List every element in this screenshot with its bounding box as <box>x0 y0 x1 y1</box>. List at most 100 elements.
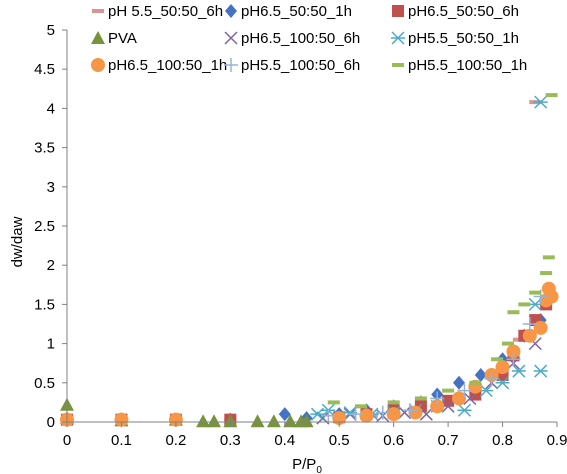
legend-label: pH5.5_50:50_1h <box>408 30 519 47</box>
x-tick-label: 0.7 <box>438 432 459 449</box>
y-tick-label: 1.5 <box>34 296 55 313</box>
legend-label: pH6.5_100:50_6h <box>241 30 360 47</box>
x-tick-label: 0.5 <box>329 432 350 449</box>
data-point <box>430 391 445 406</box>
x-tick-label: 0.8 <box>492 432 513 449</box>
data-point <box>522 317 537 331</box>
legend-marker <box>224 58 238 72</box>
legend-label: pH6.5_50:50_1h <box>241 3 352 20</box>
axes <box>66 30 557 423</box>
data-point <box>207 414 221 428</box>
data-point <box>511 364 526 378</box>
data-point <box>442 388 455 393</box>
legend-marker <box>91 31 105 44</box>
data-point <box>430 399 445 414</box>
data-point <box>474 367 487 382</box>
legend-marker <box>225 4 237 18</box>
data-point <box>452 391 466 406</box>
legend-item: PVA <box>91 30 137 47</box>
data-point <box>507 310 520 315</box>
series-7 <box>60 281 559 427</box>
legend-marker <box>91 58 105 72</box>
data-point <box>506 344 521 359</box>
y-tick-label: 3.5 <box>34 140 55 157</box>
data-point <box>375 405 390 420</box>
x-tick-label: 0.4 <box>274 432 295 449</box>
legend-item: pH5.5_100:50_1h <box>392 57 527 74</box>
legend-marker <box>391 31 405 45</box>
data-point <box>457 403 472 417</box>
legend-label: pH 5.5_50:50_6h <box>108 3 223 20</box>
data-point <box>403 403 417 418</box>
legend-marker <box>392 5 404 17</box>
legend-label: pH6.5_50:50_6h <box>408 3 519 20</box>
data-point <box>491 357 504 362</box>
legend-item: pH6.5_50:50_6h <box>392 3 519 20</box>
x-tick-label: 0.1 <box>111 432 132 449</box>
data-point <box>495 360 510 375</box>
data-point <box>453 375 465 390</box>
data-point <box>168 412 183 427</box>
legend-item: pH 5.5_50:50_6h <box>92 3 223 20</box>
x-axis-title-main: P/P <box>292 456 316 473</box>
x-tick-label: 0.9 <box>547 432 567 449</box>
data-point <box>457 383 472 398</box>
y-axis-ticks: 0 0.5 1 1.5 2 2.5 3 3.5 4 4.5 5 <box>34 22 67 431</box>
data-point <box>299 414 314 428</box>
series-3 <box>61 298 553 426</box>
data-point <box>469 380 482 385</box>
data-point <box>408 405 423 420</box>
legend-marker <box>392 63 404 67</box>
x-tick-label: 0 <box>63 432 71 449</box>
data-point <box>544 289 559 304</box>
x-axis-title: P/P0 <box>292 456 322 474</box>
data-point <box>114 412 129 427</box>
legend-item: pH6.5_100:50_1h <box>91 57 227 74</box>
legend-item: pH6.5_50:50_1h <box>225 3 352 20</box>
data-point <box>506 352 521 367</box>
data-point <box>533 95 548 109</box>
legend: pH 5.5_50:50_6h pH6.5_50:50_1h pH6.5_50:50… <box>91 3 527 74</box>
data-point <box>540 271 553 276</box>
legend-label: pH6.5_100:50_1h <box>108 57 227 74</box>
y-tick-label: 2 <box>47 257 55 274</box>
legend-item: pH5.5_100:50_6h <box>224 57 360 74</box>
y-tick-label: 0.5 <box>34 375 55 392</box>
data-point <box>387 400 400 405</box>
data-point <box>542 255 555 260</box>
series-8 <box>321 289 548 423</box>
x-axis-ticks: 0 0.1 0.2 0.3 0.4 0.5 0.6 0.7 0.8 0.9 <box>63 422 567 449</box>
data-point <box>441 399 455 413</box>
y-tick-label: 1 <box>47 336 55 353</box>
data-point <box>359 408 374 423</box>
y-tick-label: 4 <box>47 100 55 117</box>
data-point <box>398 406 412 420</box>
y-tick-label: 4.5 <box>34 61 55 78</box>
data-point <box>321 408 336 423</box>
y-tick-label: 3 <box>47 179 55 196</box>
data-point <box>545 93 558 98</box>
data-point <box>529 290 542 295</box>
series-4 <box>60 397 314 428</box>
series-9 <box>327 93 558 409</box>
data-point <box>533 320 548 335</box>
legend-marker <box>224 31 238 45</box>
data-point <box>518 302 531 307</box>
data-point <box>386 407 401 422</box>
x-tick-label: 0.2 <box>165 432 186 449</box>
y-tick-label: 5 <box>47 22 55 39</box>
legend-item: pH6.5_100:50_6h <box>224 30 360 47</box>
legend-item: pH5.5_50:50_1h <box>391 30 519 47</box>
data-point <box>348 407 363 422</box>
data-point <box>278 407 291 422</box>
data-point <box>343 406 358 420</box>
data-point <box>533 364 548 378</box>
data-point <box>355 404 367 409</box>
data-point <box>266 414 281 428</box>
series-1 <box>61 100 542 422</box>
data-point <box>250 414 265 428</box>
x-tick-label: 0.3 <box>220 432 241 449</box>
y-axis-title: dw/daw <box>9 216 26 267</box>
x-tick-label: 0.6 <box>383 432 404 449</box>
